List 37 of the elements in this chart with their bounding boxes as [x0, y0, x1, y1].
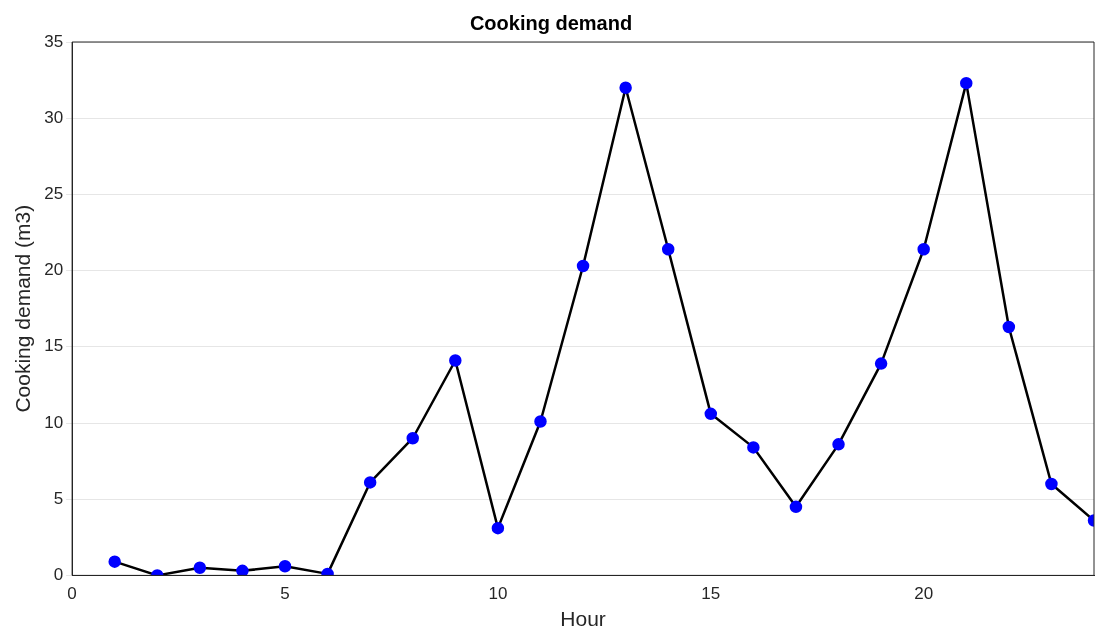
y-tick-label: 30: [44, 107, 64, 127]
point: [917, 243, 930, 256]
point: [874, 357, 888, 370]
point: [704, 407, 718, 421]
point: [661, 243, 675, 256]
x-axis-title: Hour: [560, 607, 606, 631]
y-tick-label: 20: [44, 260, 64, 280]
x-tick-label: 15: [701, 584, 721, 604]
point: [534, 415, 547, 428]
point: [449, 354, 462, 367]
x-tick-label: 10: [488, 584, 508, 604]
point: [960, 76, 973, 90]
y-tick-label: 0: [53, 565, 64, 585]
x-tick-label: 20: [914, 584, 934, 604]
point: [619, 81, 632, 94]
chart-title: Cooking demand: [469, 11, 633, 34]
y-axis-title: Cooking demand (m3): [11, 204, 35, 413]
x-tick-label: 0: [67, 584, 77, 604]
point: [491, 521, 505, 535]
point: [789, 500, 803, 514]
point: [1045, 477, 1058, 491]
y-tick-label: 10: [44, 412, 64, 432]
point: [278, 560, 292, 573]
point: [236, 564, 249, 576]
x-tick-label: 5: [280, 584, 290, 604]
y-tick-label: 35: [44, 31, 64, 51]
point: [747, 441, 760, 454]
point: [832, 438, 845, 451]
point: [193, 561, 207, 575]
y-tick-label: 25: [44, 184, 64, 204]
point: [406, 431, 419, 445]
point: [576, 259, 590, 273]
point: [108, 555, 121, 568]
y-tick-label: 15: [44, 336, 64, 356]
point: [1002, 320, 1016, 334]
y-tick-label: 5: [53, 488, 64, 508]
point: [363, 476, 377, 489]
